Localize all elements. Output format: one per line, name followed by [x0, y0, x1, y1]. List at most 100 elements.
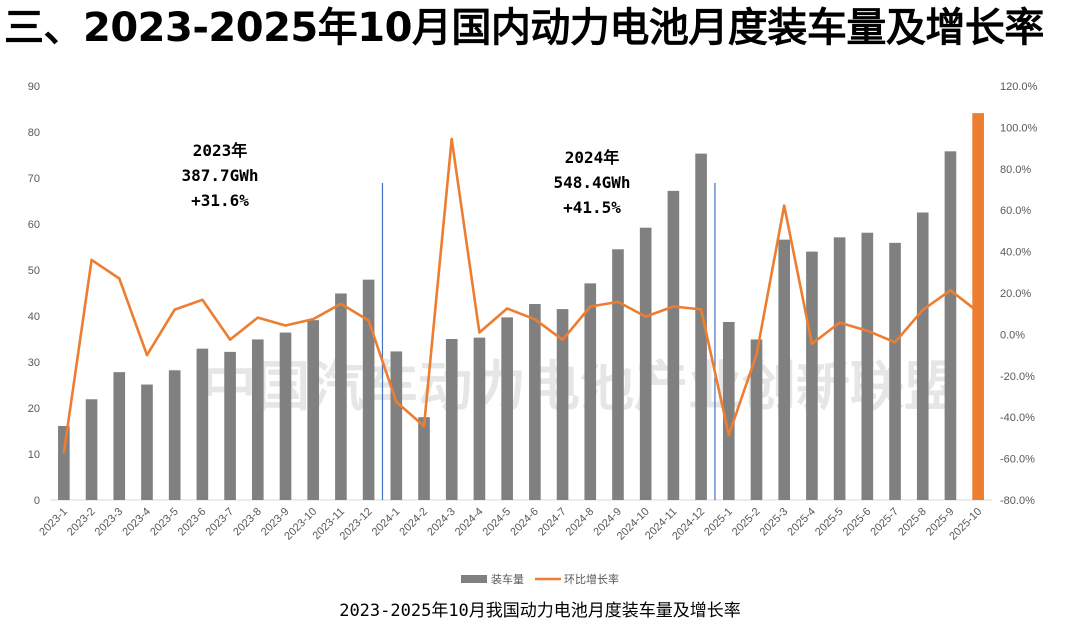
bar — [335, 293, 347, 500]
bar — [778, 239, 791, 500]
y-left-tick-label: 20 — [28, 403, 40, 415]
growth-rate-point — [450, 137, 453, 141]
growth-rate-point — [866, 329, 869, 332]
growth-rate-point — [422, 424, 426, 428]
y-right-tick-label: 60.0% — [1000, 205, 1031, 217]
growth-rate-point — [672, 305, 675, 308]
growth-rate-point — [478, 331, 481, 334]
growth-rate-point — [616, 300, 620, 304]
bar — [251, 339, 264, 500]
bar — [529, 304, 541, 500]
growth-rate-point — [589, 305, 592, 308]
bar — [916, 212, 929, 500]
x-tick-label: 2024-4 — [453, 506, 486, 539]
growth-rate-point — [893, 341, 897, 344]
growth-rate-point — [644, 315, 647, 318]
x-tick-label: 2024-1 — [370, 506, 403, 539]
y-right-tick-label: -80.0% — [1000, 495, 1035, 507]
bar — [584, 283, 597, 500]
page-title: 三、2023-2025年10月国内动力电池月度装车量及增长率 — [4, 5, 1044, 51]
growth-rate-point — [921, 308, 924, 312]
bar — [667, 190, 680, 500]
x-tick-label: 2024-5 — [481, 506, 514, 539]
legend-bar-label: 装车量 — [491, 572, 524, 586]
x-tick-label: 2024-7 — [536, 506, 569, 539]
bar — [445, 339, 458, 500]
year-summary-annotation: +41.5% — [563, 198, 621, 217]
legend-bar-swatch — [461, 575, 487, 583]
y-right-tick-label: 80.0% — [1000, 164, 1031, 176]
y-left-tick-label: 70 — [28, 173, 40, 185]
x-tick-label: 2025-6 — [841, 506, 874, 539]
x-tick-label: 2024-2 — [397, 506, 430, 539]
bar — [722, 321, 735, 500]
y-left-tick-label: 10 — [28, 449, 40, 461]
bar — [861, 232, 874, 501]
bar — [889, 242, 901, 501]
x-tick-label: 2025-3 — [758, 506, 791, 539]
bar — [695, 153, 707, 500]
y-right-tick-label: 0.0% — [1000, 329, 1025, 341]
x-tick-label: 2024-8 — [564, 506, 597, 539]
x-tick-label: 2024-6 — [508, 506, 541, 539]
x-tick-label: 2023-3 — [93, 506, 126, 539]
y-right-tick-label: -20.0% — [1000, 371, 1035, 383]
growth-rate-point — [145, 353, 149, 357]
y-right-tick-label: 40.0% — [1000, 247, 1031, 259]
growth-rate-point — [118, 277, 121, 280]
bar — [224, 351, 236, 500]
x-tick-label: 2025-4 — [785, 506, 818, 539]
growth-rate-point — [228, 338, 232, 341]
y-right-tick-label: -40.0% — [1000, 412, 1035, 424]
year-summary-annotation: +31.6% — [191, 191, 249, 210]
chart-caption: 2023-2025年10月我国动力电池月度装车量及增长率 — [339, 601, 741, 621]
bar — [113, 372, 126, 500]
y-left-tick-label: 90 — [28, 81, 40, 93]
growth-rate-point — [90, 258, 93, 262]
y-left-tick-label: 80 — [28, 127, 40, 139]
bar — [390, 351, 403, 500]
bar — [279, 332, 292, 500]
bar — [750, 339, 763, 500]
x-tick-label: 2025-7 — [868, 506, 901, 539]
watermark-text: 中国汽车动力电池产业创新联盟 — [202, 355, 958, 418]
bar — [639, 227, 652, 500]
x-tick-label: 2025-8 — [896, 506, 929, 539]
x-tick-label: 2023-4 — [120, 506, 153, 539]
year-summary-annotation: 2023年 — [193, 141, 248, 160]
growth-rate-point — [201, 298, 204, 302]
bar — [85, 399, 98, 500]
growth-rate-point — [838, 321, 841, 324]
growth-rate-point — [173, 308, 176, 311]
x-tick-label: 2025-5 — [813, 506, 846, 539]
x-tick-label: 2025-1 — [702, 506, 735, 539]
bar — [58, 425, 70, 500]
growth-rate-point — [949, 289, 952, 292]
growth-rate-point — [395, 400, 398, 404]
growth-rate-point — [976, 310, 980, 314]
bar — [972, 113, 984, 500]
y-right-tick-label: 20.0% — [1000, 288, 1031, 300]
bar — [556, 309, 569, 500]
growth-rate-point — [783, 204, 786, 207]
growth-rate-point — [755, 353, 758, 356]
growth-rate-point — [561, 338, 564, 341]
bar — [141, 384, 153, 500]
legend-line-label: 环比增长率 — [564, 572, 619, 586]
x-tick-label: 2023-2 — [65, 506, 98, 539]
x-tick-label: 2024-3 — [425, 506, 458, 539]
x-tick-label: 2023-1 — [37, 506, 70, 539]
bar — [362, 279, 375, 500]
bar — [944, 151, 957, 500]
bar — [418, 417, 430, 500]
growth-rate-line — [62, 137, 979, 453]
bar — [473, 337, 486, 500]
year-summary-annotation: 387.7GWh — [181, 166, 258, 185]
y-left-tick-label: 0 — [34, 495, 40, 507]
growth-rate-point — [367, 319, 370, 322]
year-summary-annotation: 2024年 — [565, 148, 620, 167]
y-left-tick-label: 60 — [28, 219, 40, 231]
y-right-tick-label: -60.0% — [1000, 454, 1035, 466]
x-tick-label: 2023-7 — [203, 506, 236, 539]
growth-rate-point — [62, 451, 66, 454]
